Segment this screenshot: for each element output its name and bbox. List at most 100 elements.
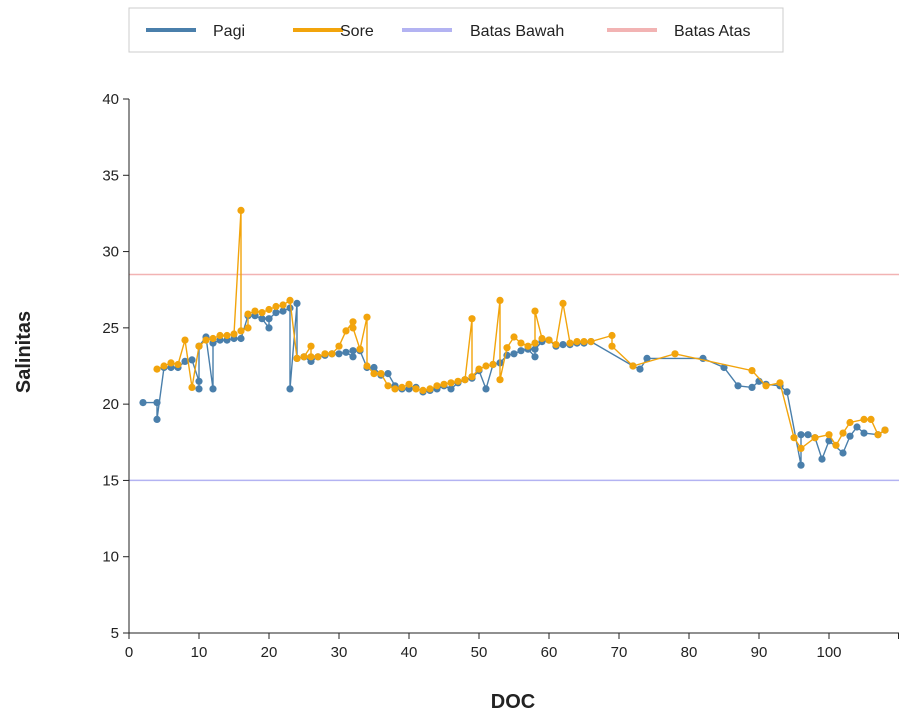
data-point [797,461,805,469]
data-point [349,318,357,326]
data-point [545,336,553,344]
data-point [440,380,448,388]
legend-label: Batas Atas [674,23,751,40]
data-point [608,331,616,340]
data-point [279,301,287,309]
data-point [272,302,280,311]
data-point [370,370,378,378]
y-tick-label: 40 [102,91,119,108]
data-point [398,383,406,391]
data-point [258,309,266,317]
data-point [328,350,336,358]
data-point [573,338,581,346]
data-point [356,345,364,353]
data-point [195,385,203,393]
data-point [384,382,392,390]
x-tick-label: 10 [191,644,208,661]
data-point [867,415,875,423]
data-point [531,339,539,347]
data-point [496,376,504,384]
data-point [881,426,889,434]
data-point [216,331,224,340]
data-point [412,385,420,393]
x-tick-label: 70 [611,644,628,661]
data-point [720,363,728,372]
legend-item-0: Pagi [146,23,245,40]
data-point [552,341,560,349]
data-point [461,376,469,384]
data-point [419,386,427,394]
data-point [153,399,161,407]
data-point [797,444,805,452]
legend-item-3: Batas Atas [607,23,751,40]
x-tick-label: 30 [331,644,348,661]
data-point [349,353,357,361]
data-point [286,296,294,304]
data-point [524,342,532,350]
data-point [321,350,329,358]
data-point [489,360,497,369]
data-point [377,370,385,378]
data-point [209,334,217,343]
data-point [202,336,210,344]
legend-label: Sore [340,23,374,40]
data-point [335,342,343,350]
legend-item-1: Sore [293,23,374,40]
x-tick-label: 100 [816,644,841,661]
data-point [860,415,868,423]
series-layer [139,206,889,469]
data-point [307,353,315,361]
data-point [244,310,252,318]
y-tick-label: 30 [102,244,119,261]
data-point [335,350,343,358]
data-point [426,385,434,393]
legend-label: Pagi [213,23,245,40]
data-point [363,313,371,321]
x-tick-label: 40 [401,644,418,661]
data-point [839,429,847,437]
y-axis-title: Salinitas [13,311,35,393]
data-point [237,206,245,214]
data-point [447,385,455,393]
data-point [447,379,455,387]
data-point [839,449,847,457]
data-point [244,324,252,332]
data-point [559,299,567,307]
data-point [482,385,490,393]
data-point [265,324,273,332]
data-point [349,324,357,332]
data-point [636,365,644,373]
data-point [181,336,189,344]
data-point [195,342,203,350]
y-tick-label: 35 [102,167,119,184]
data-point [153,415,161,423]
series-1 [153,206,889,452]
data-point [433,382,441,390]
y-axis: 5 10 15 20 25 30 35 40 [102,91,130,642]
y-tick-label: 15 [102,472,119,489]
data-point [629,362,637,370]
data-point [174,360,182,369]
x-axis: 0 10 20 30 40 50 60 70 80 90 100 [125,632,899,661]
data-point [265,305,273,314]
data-point [860,429,868,437]
data-point [370,363,378,372]
x-tick-label: 60 [541,644,558,661]
data-point [160,362,168,370]
data-point [482,362,490,370]
data-point [265,315,273,323]
data-point [783,388,791,396]
data-point [587,338,595,346]
x-tick-label: 90 [751,644,768,661]
data-point [517,347,525,355]
data-point [496,296,504,304]
data-point [671,350,679,358]
data-point [825,437,833,445]
data-point [230,330,238,338]
data-point [748,367,756,375]
data-point [734,382,742,390]
data-point [237,334,245,343]
reference-lines [129,273,899,482]
